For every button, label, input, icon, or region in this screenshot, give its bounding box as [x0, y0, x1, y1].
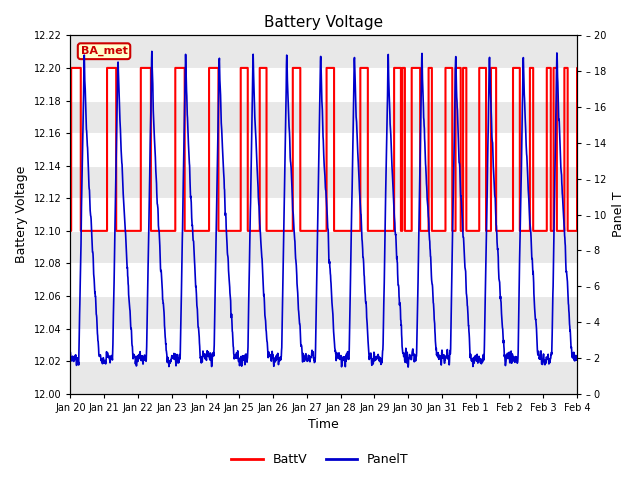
Legend: BattV, PanelT: BattV, PanelT [227, 448, 413, 471]
Bar [70, 231, 577, 264]
Bar [70, 361, 577, 394]
Y-axis label: Battery Voltage: Battery Voltage [15, 166, 28, 263]
Text: BA_met: BA_met [81, 46, 127, 56]
X-axis label: Time: Time [308, 419, 339, 432]
Bar [70, 166, 577, 198]
Y-axis label: Panel T: Panel T [612, 192, 625, 238]
Bar [70, 296, 577, 329]
Title: Battery Voltage: Battery Voltage [264, 15, 383, 30]
Bar [70, 36, 577, 68]
Bar [70, 100, 577, 133]
